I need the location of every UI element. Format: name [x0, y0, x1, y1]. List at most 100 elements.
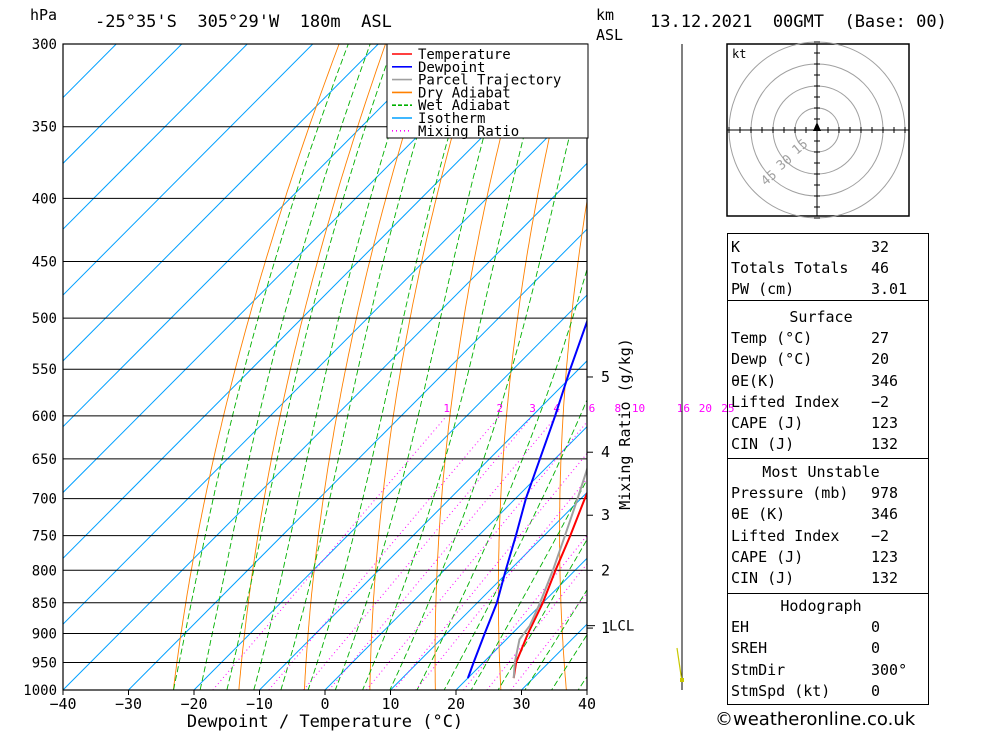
footer-credit: ©weatheronline.co.uk — [715, 709, 916, 730]
index-label: Lifted Index — [731, 526, 840, 545]
legend-entry: Mixing Ratio — [418, 124, 519, 140]
index-value: −2 — [871, 392, 890, 411]
index-row: CIN (J) 132 — [727, 434, 915, 455]
index-value: 346 — [871, 505, 899, 524]
pressure-tick-label: 350 — [32, 120, 57, 136]
index-label: CAPE (J) — [731, 547, 804, 566]
index-label: CIN (J) — [731, 569, 795, 588]
isotherm-line — [63, 44, 183, 165]
hodograph-title: Hodograph — [780, 596, 862, 615]
pressure-tick-label: 400 — [32, 191, 57, 207]
index-label: SREH — [731, 639, 768, 658]
series-parcel-trajectory — [512, 466, 587, 679]
index-label: CIN (J) — [731, 435, 795, 454]
index-row: PW (cm) 3.01 — [727, 279, 915, 300]
legend-entry: Temperature — [418, 47, 511, 63]
plot-frame — [62, 43, 588, 691]
index-row: CIN (J) 132 — [727, 567, 915, 588]
index-label: EH — [731, 617, 750, 636]
pressure-tick-label: 300 — [32, 37, 57, 53]
pressure-tick-label: 1000 — [23, 683, 57, 699]
isotherm-line — [63, 96, 587, 625]
index-value: 46 — [871, 258, 890, 277]
index-value: 32 — [871, 237, 890, 256]
x-axis-label: Dewpoint / Temperature (°C) — [187, 712, 463, 732]
index-row: Pressure (mb) 978 — [727, 482, 915, 503]
index-value: 123 — [871, 547, 899, 566]
wet-adiabat-line — [389, 62, 587, 690]
legend-box — [386, 43, 589, 139]
mixing-ratio-label: 16 — [677, 402, 690, 415]
index-label: Pressure (mb) — [731, 483, 849, 502]
mixing-ratio-line — [303, 415, 533, 690]
wet-adiabat-line — [470, 478, 587, 690]
x-tick-label: −30 — [115, 695, 142, 713]
index-value: 20 — [871, 350, 890, 369]
index-value: −2 — [871, 526, 890, 545]
km-label: km — [596, 6, 615, 24]
dry-adiabat-line — [988, 0, 1000, 716]
pressure-tick-label: 950 — [32, 655, 57, 671]
km-tick-label: 4 — [601, 443, 610, 461]
x-tick-label: 30 — [512, 695, 530, 713]
km-tick-label: 1 — [601, 619, 610, 637]
index-label: K — [731, 237, 741, 256]
mixing-ratio-line — [486, 563, 587, 690]
mixing-ratio-line — [328, 415, 558, 690]
index-value: 0 — [871, 681, 881, 700]
index-value: 346 — [871, 371, 899, 390]
isotherm-line — [63, 44, 117, 99]
location-title: -25°35'S 305°29'W 180m ASL — [95, 12, 392, 32]
pressure-tick-label: 700 — [32, 492, 57, 508]
index-value: 132 — [871, 435, 899, 454]
mixing-ratio-line — [268, 415, 501, 690]
index-label: CAPE (J) — [731, 414, 804, 433]
x-tick-label: −10 — [246, 695, 273, 713]
dry-adiabat-line — [676, 0, 730, 716]
index-row: Lifted Index −2 — [727, 391, 915, 412]
x-tick-label: 10 — [381, 695, 399, 713]
index-row: Totals Totals 46 — [727, 257, 915, 278]
isotherm-line — [193, 294, 587, 690]
pressure-tick-label: 900 — [32, 626, 57, 642]
surface-title: Surface — [789, 307, 853, 326]
datetime-title: 13.12.2021 00GMT (Base: 00) — [650, 12, 947, 32]
dry-adiabat-line — [940, 0, 1000, 716]
index-label: Dewp (°C) — [731, 350, 813, 369]
index-label: PW (cm) — [731, 280, 795, 299]
storm-motion-marker — [813, 122, 821, 131]
pressure-tick-label: 550 — [32, 362, 57, 378]
isotherm-line — [389, 491, 587, 690]
most-unstable-table: Most Unstable Pressure (mb) 978 θE (K) 346 Li… — [727, 461, 915, 589]
legend-entry: Isotherm — [418, 111, 485, 127]
wet-adiabat-line — [307, 44, 477, 690]
legend-entry: Wet Adiabat — [418, 98, 511, 114]
isotherm-line — [63, 44, 379, 362]
isotherm-line — [127, 228, 587, 690]
pressure-tick-label: 850 — [32, 596, 57, 612]
index-label: StmSpd (kt) — [731, 681, 831, 700]
index-value: 27 — [871, 328, 890, 347]
index-value: 978 — [871, 483, 899, 502]
surface-table: Surface Temp (°C) 27 Dewp (°C) 20 θE(K) 346 Lif… — [727, 306, 915, 455]
km-tick-label: 5 — [601, 368, 610, 386]
index-label: Temp (°C) — [731, 328, 813, 347]
indices-table: K 32 Totals Totals 46 PW (cm) 3.01 — [727, 236, 915, 300]
index-row: Dewp (°C) 20 — [727, 349, 915, 370]
pressure-tick-label: 450 — [32, 255, 57, 271]
wet-adiabat-line — [524, 588, 587, 690]
x-tick-label: −20 — [180, 695, 207, 713]
mixing-ratio-line — [463, 534, 587, 690]
km-tick-label: 2 — [601, 561, 610, 579]
index-row: StmDir 300° — [727, 659, 915, 680]
index-row: CAPE (J) 123 — [727, 412, 915, 433]
wet-adiabat-line — [199, 44, 371, 690]
legend-entry: Dewpoint — [418, 60, 485, 76]
mixing-ratio-label: 8 — [615, 402, 622, 415]
isotherm-line — [63, 162, 587, 690]
x-tick-label: 20 — [447, 695, 465, 713]
index-row: K 32 — [727, 236, 915, 257]
pressure-tick-label: 600 — [32, 409, 57, 425]
mixing-ratio-label: 2 — [496, 402, 503, 415]
isotherm-line — [258, 360, 587, 690]
